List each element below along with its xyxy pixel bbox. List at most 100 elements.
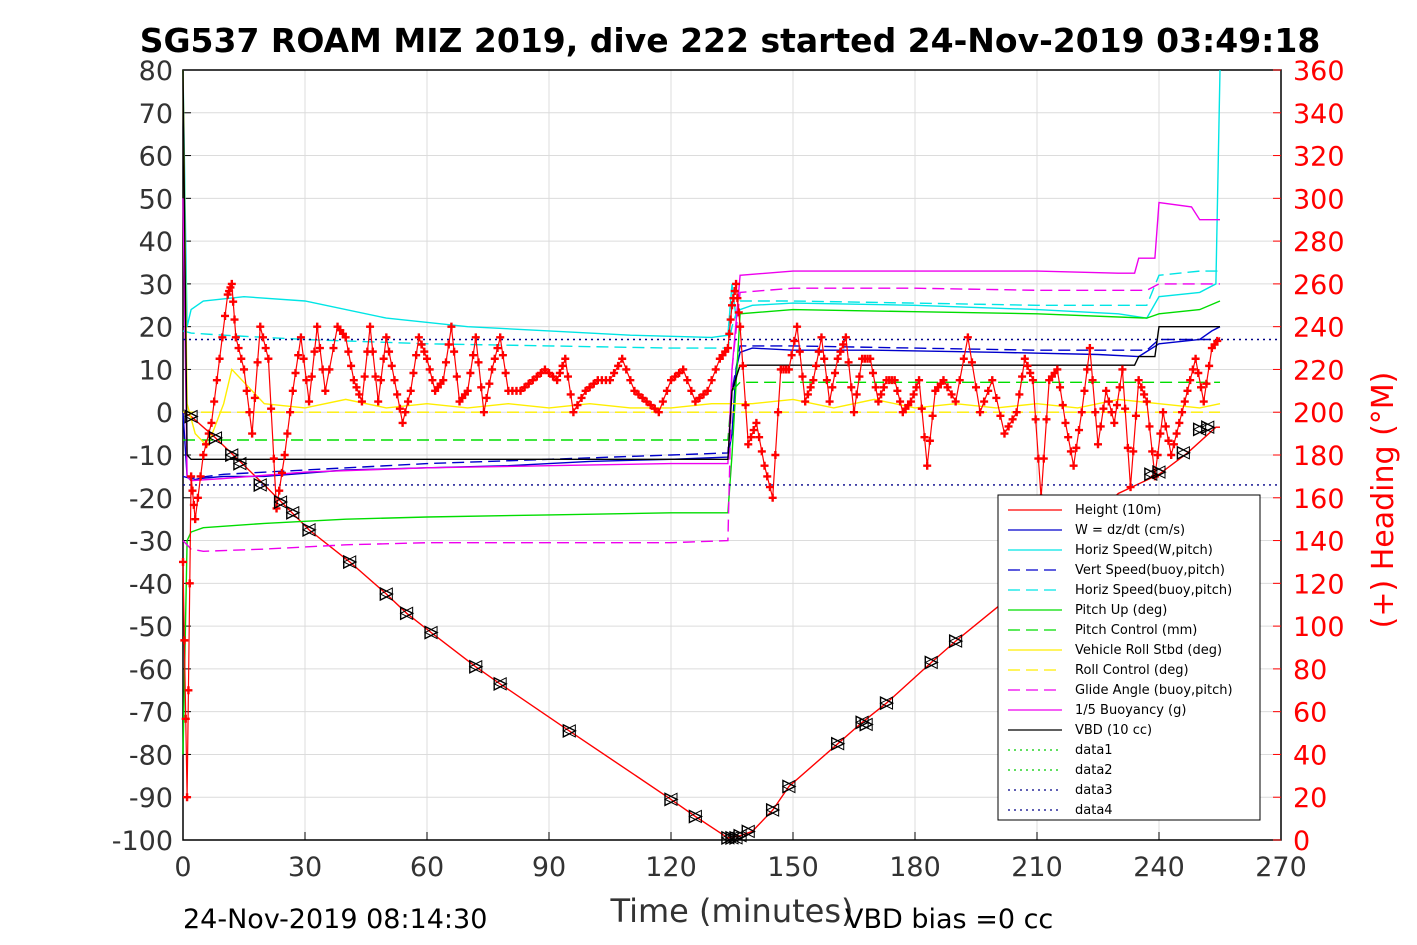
heading-marker <box>951 397 960 406</box>
heading-marker <box>610 369 619 378</box>
heading-marker <box>423 354 431 363</box>
heading-marker <box>1159 408 1168 417</box>
heading-marker <box>1020 354 1029 363</box>
heading-marker <box>524 379 533 388</box>
heading-marker <box>1099 404 1108 413</box>
heading-marker <box>267 404 276 413</box>
heading-marker <box>844 358 853 367</box>
depth-marker-reverse <box>781 779 796 794</box>
depth-marker-reverse <box>208 431 223 445</box>
heading-marker <box>447 322 456 331</box>
depth-marker-reverse <box>1192 422 1207 437</box>
depth-marker-reverse <box>765 803 780 817</box>
heading-marker <box>179 557 187 566</box>
heading-marker <box>683 376 692 385</box>
heading-marker <box>395 404 404 413</box>
legend-entry: data4 <box>1075 803 1113 818</box>
heading-marker <box>196 472 205 481</box>
heading-marker <box>212 376 221 385</box>
heading-marker <box>490 354 499 363</box>
heading-marker <box>732 279 741 288</box>
heading-marker <box>928 411 937 420</box>
depth-marker-reverse <box>224 448 239 462</box>
heading-marker <box>1077 408 1086 417</box>
heading-marker <box>374 397 383 406</box>
y2-tick-label: 60 <box>1293 698 1327 729</box>
heading-marker <box>558 361 567 370</box>
legend-entry: Horiz Speed(W,pitch) <box>1075 543 1213 558</box>
heading-marker <box>264 354 273 363</box>
heading-marker <box>545 369 553 378</box>
heading-marker <box>614 361 623 370</box>
series-line-4 <box>182 270 1220 349</box>
y-tick-label: 50 <box>139 184 173 215</box>
heading-marker <box>1012 408 1021 417</box>
x-tick-label: 30 <box>288 852 322 883</box>
heading-marker <box>352 383 361 392</box>
heading-marker <box>736 322 745 331</box>
y-tick-label: -60 <box>129 655 173 686</box>
heading-marker <box>299 354 308 363</box>
y-tick-label: -50 <box>129 612 173 643</box>
heading-marker <box>915 376 924 385</box>
heading-marker <box>626 376 635 385</box>
y2-tick-label: 260 <box>1293 270 1345 301</box>
heading-marker <box>341 333 350 342</box>
heading-marker <box>852 390 861 399</box>
heading-marker <box>959 354 968 363</box>
heading-marker <box>1094 440 1102 449</box>
heading-marker <box>288 386 297 395</box>
heading-marker <box>277 468 286 477</box>
heading-marker <box>691 397 700 406</box>
heading-marker <box>820 354 829 363</box>
heading-marker <box>741 401 750 410</box>
heading-marker <box>1000 429 1009 438</box>
heading-marker <box>401 408 410 417</box>
heading-marker <box>1180 397 1189 406</box>
heading-marker <box>229 297 238 306</box>
heading-marker <box>215 354 224 363</box>
heading-marker <box>976 408 985 417</box>
y2-tick-label: 80 <box>1293 655 1327 686</box>
heading-marker <box>1112 401 1121 410</box>
heading-marker <box>382 333 391 342</box>
heading-marker <box>191 515 200 524</box>
heading-marker <box>1061 418 1070 427</box>
legend-entry: Roll Control (deg) <box>1075 663 1189 678</box>
heading-marker <box>812 361 821 370</box>
heading-marker <box>471 333 480 342</box>
heading-marker <box>1156 429 1165 438</box>
x-axis-ticks: 0 30 60 90 120 150 180 210 240 270 <box>174 832 1307 883</box>
y-tick-label: -80 <box>129 740 173 771</box>
y2-tick-label: 0 <box>1293 826 1310 857</box>
heading-marker <box>1053 365 1062 374</box>
footer-timestamp: 24-Nov-2019 08:14:30 <box>183 904 487 935</box>
heading-marker <box>187 472 196 481</box>
heading-marker <box>1199 397 1208 406</box>
legend: Height (10m) W = dz/dt (cm/s) Horiz Speed(… <box>997 494 1261 821</box>
heading-marker <box>549 372 558 381</box>
heading-marker <box>768 493 777 502</box>
heading-marker <box>1015 390 1024 399</box>
x-tick-label: 270 <box>1255 852 1307 883</box>
heading-marker <box>245 408 254 417</box>
heading-marker <box>980 397 989 406</box>
heading-marker <box>199 451 208 459</box>
depth-marker-reverse <box>741 824 755 839</box>
heading-marker <box>441 358 450 367</box>
heading-marker <box>269 454 278 463</box>
legend-entry: Vert Speed(buoy,pitch) <box>1075 563 1225 578</box>
heading-marker <box>450 347 459 356</box>
x-tick-label: 120 <box>645 852 697 883</box>
heading-marker <box>463 386 472 395</box>
heading-marker <box>428 376 437 385</box>
chart-title: SG537 ROAM MIZ 2019, dive 222 started 24… <box>140 21 1321 60</box>
heading-marker <box>622 365 631 374</box>
heading-marker <box>496 333 505 342</box>
heading-marker <box>1069 461 1078 470</box>
heading-marker <box>439 376 448 385</box>
heading-marker <box>1091 408 1100 417</box>
heading-marker <box>210 397 219 406</box>
heading-marker <box>414 333 423 342</box>
